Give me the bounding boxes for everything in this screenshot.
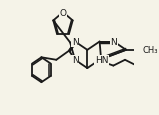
Text: HN: HN bbox=[95, 56, 108, 65]
Text: N: N bbox=[110, 38, 117, 47]
Text: N: N bbox=[72, 38, 78, 47]
Text: O: O bbox=[59, 9, 66, 17]
Text: CH₃: CH₃ bbox=[143, 46, 158, 55]
Text: N: N bbox=[96, 56, 103, 65]
Text: N: N bbox=[72, 56, 78, 65]
